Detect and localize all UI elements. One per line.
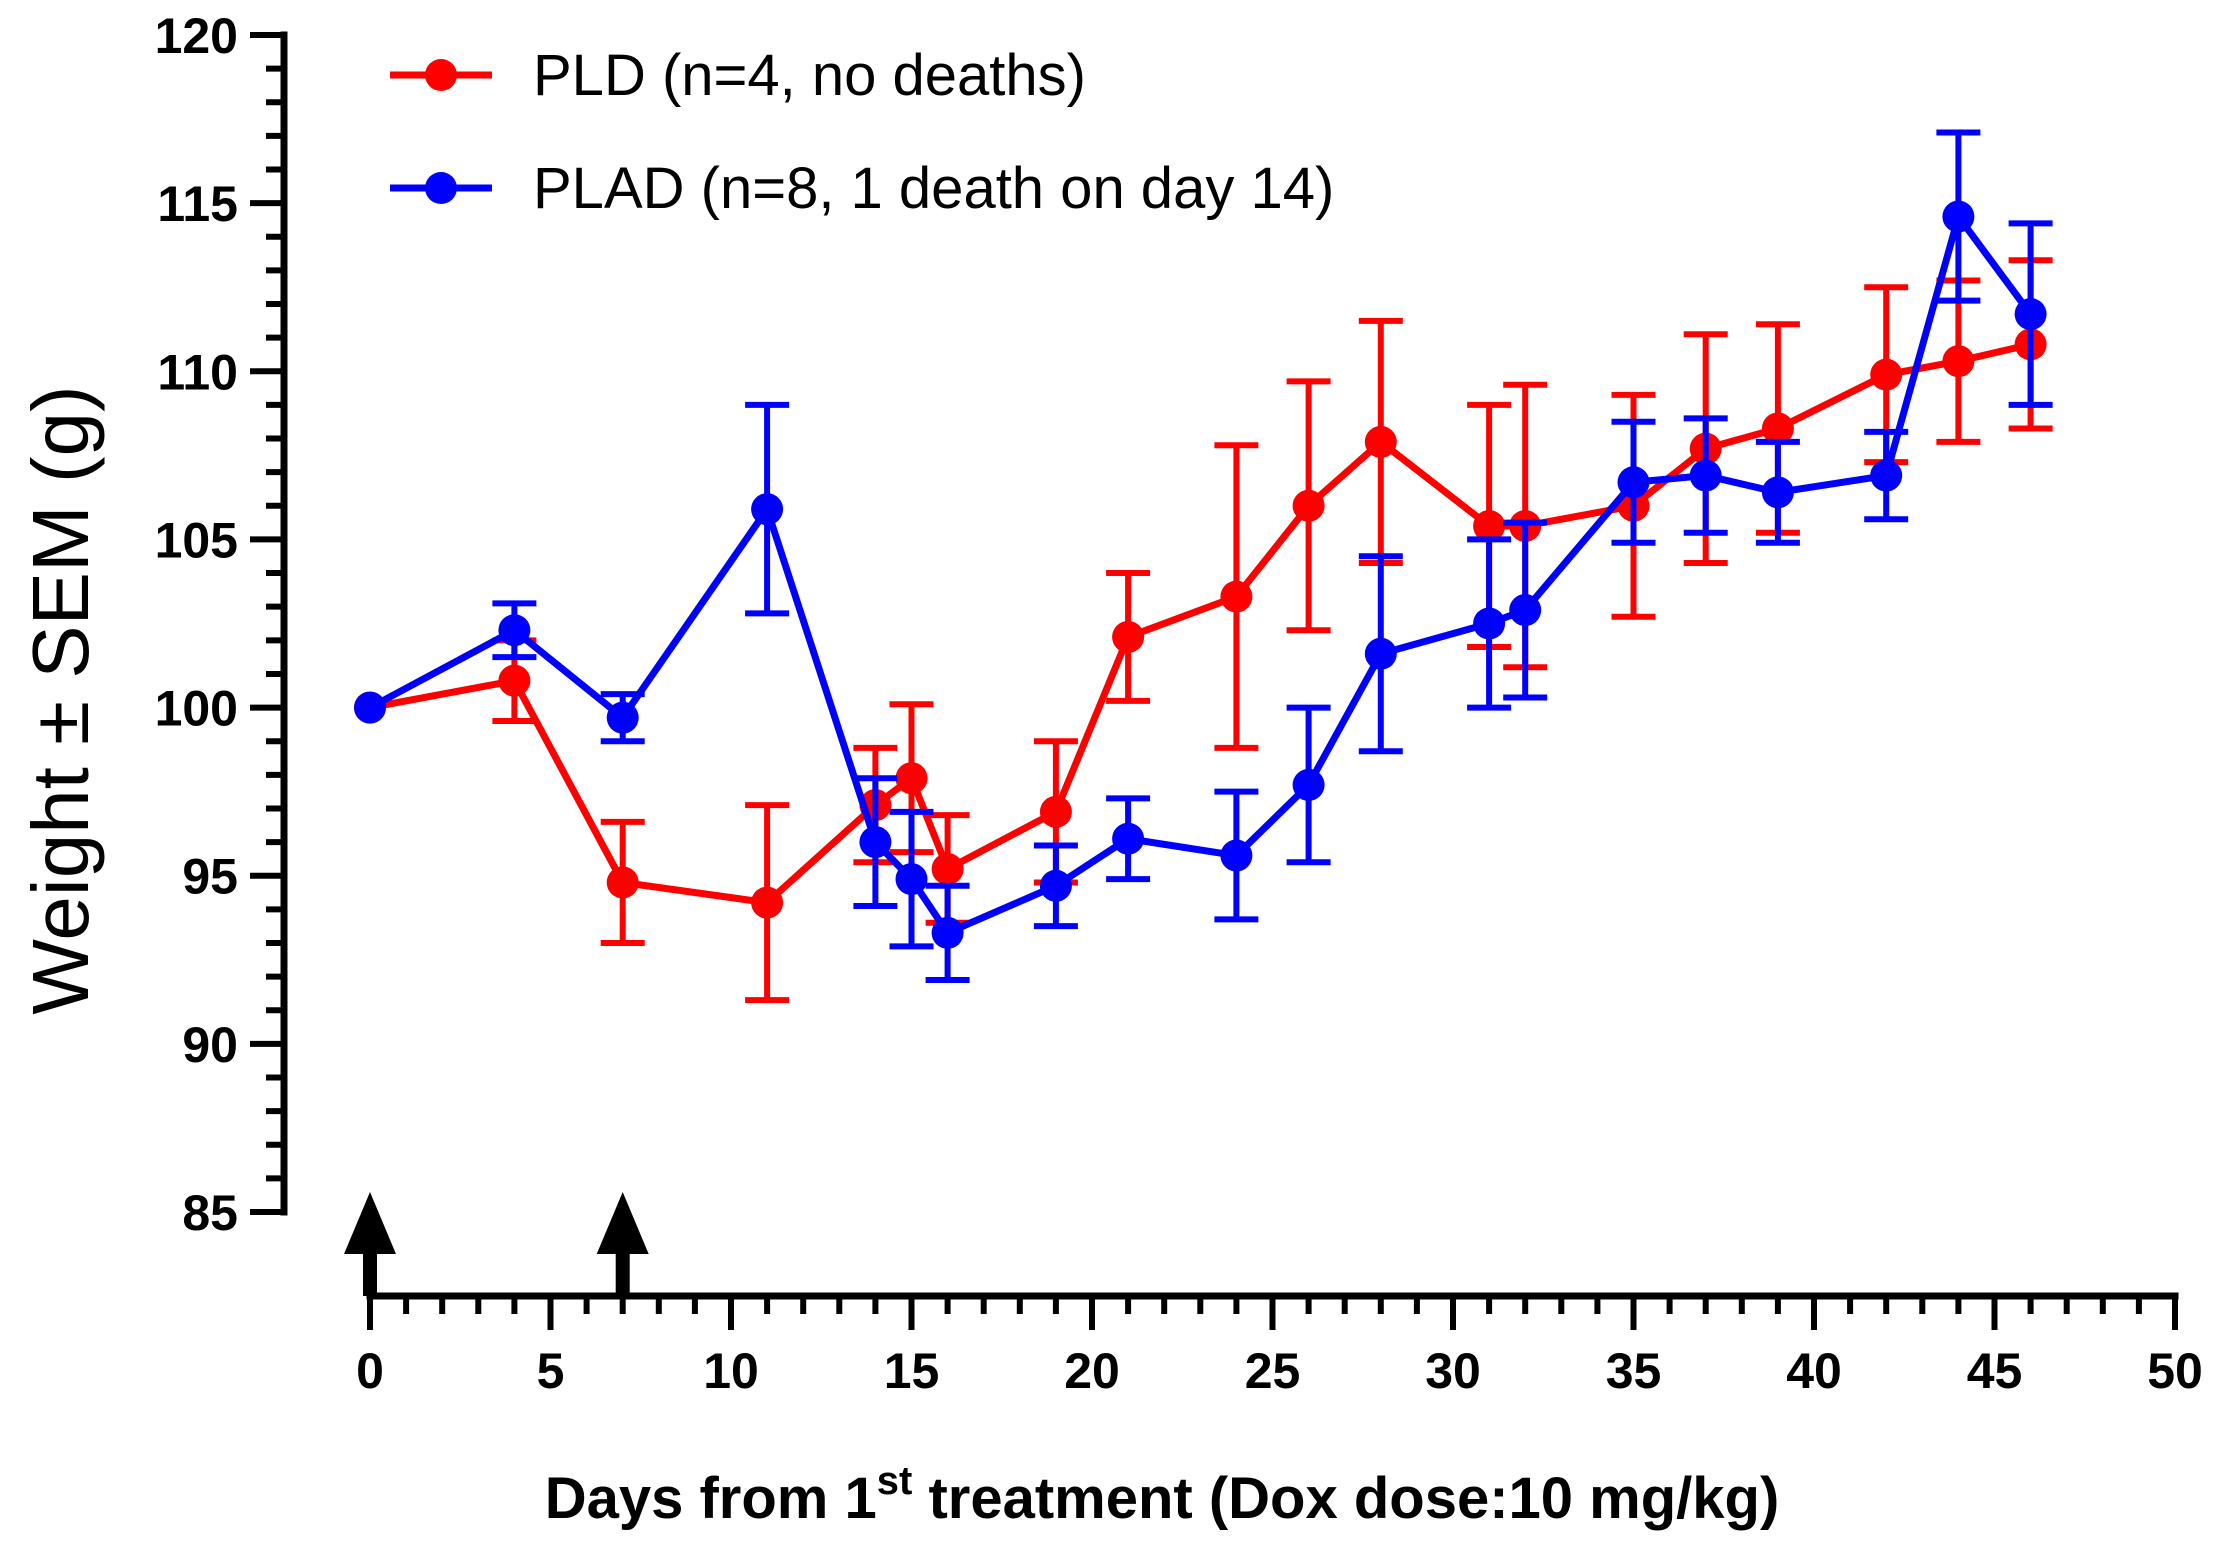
x-axis-title: Days from 1st treatment (Dox dose:10 mg/… bbox=[545, 1459, 1780, 1531]
data-point bbox=[606, 701, 639, 734]
series-plad bbox=[354, 129, 2053, 983]
legend-label: PLD (n=4, no deaths) bbox=[533, 43, 1086, 108]
data-point bbox=[2014, 298, 2047, 331]
x-axis-title-suffix: treatment (Dox dose:10 mg/kg) bbox=[912, 1466, 1779, 1531]
data-point bbox=[1473, 607, 1506, 640]
data-point bbox=[931, 852, 964, 885]
legend-marker bbox=[425, 59, 457, 91]
y-tick-label: 85 bbox=[182, 1185, 238, 1241]
x-tick-label: 30 bbox=[1425, 1343, 1481, 1399]
y-tick-label: 90 bbox=[182, 1017, 238, 1073]
data-point bbox=[1617, 466, 1650, 499]
x-axis-title-superscript: st bbox=[877, 1459, 913, 1503]
treatment-arrows bbox=[344, 1192, 649, 1296]
data-point bbox=[498, 664, 531, 697]
x-axis: 0 5 10 15 20 25 30 35 40 45 50 bbox=[356, 1292, 2203, 1399]
legend-marker bbox=[425, 172, 457, 204]
x-tick-label: 25 bbox=[1245, 1343, 1301, 1399]
data-point bbox=[1689, 459, 1722, 492]
legend-label: PLAD (n=8, 1 death on day 14) bbox=[533, 156, 1334, 221]
data-point bbox=[1112, 620, 1145, 653]
x-tick-label: 20 bbox=[1064, 1343, 1120, 1399]
legend: PLD (n=4, no deaths) PLAD (n=8, 1 death o… bbox=[390, 43, 1334, 221]
data-point bbox=[895, 762, 928, 795]
x-tick-label: 50 bbox=[2147, 1343, 2203, 1399]
y-tick-label: 95 bbox=[182, 849, 238, 905]
series-layer bbox=[354, 129, 2053, 1004]
data-point bbox=[931, 916, 964, 949]
data-point bbox=[1292, 768, 1325, 801]
x-tick-label: 5 bbox=[537, 1343, 565, 1399]
data-point bbox=[1112, 822, 1145, 855]
data-point bbox=[1942, 200, 1975, 233]
data-point bbox=[1473, 509, 1506, 542]
data-point bbox=[1870, 358, 1903, 391]
y-axis-title: Weight ± SEM (g) bbox=[16, 385, 105, 1014]
x-tick-label: 15 bbox=[884, 1343, 940, 1399]
data-point bbox=[1509, 594, 1542, 627]
data-point bbox=[1039, 869, 1072, 902]
y-axis: 85 90 95 100 105 110 115 120 bbox=[155, 8, 288, 1241]
y-tick-label: 110 bbox=[157, 344, 238, 400]
x-tick-label: 35 bbox=[1606, 1343, 1662, 1399]
data-point bbox=[1220, 580, 1253, 613]
data-point bbox=[751, 493, 784, 526]
data-point bbox=[1870, 459, 1903, 492]
x-axis-title-prefix: Days from 1 bbox=[545, 1466, 877, 1531]
x-tick-label: 10 bbox=[703, 1343, 759, 1399]
data-point bbox=[498, 614, 531, 647]
data-point bbox=[606, 866, 639, 899]
y-tick-label: 115 bbox=[157, 176, 238, 232]
y-tick-label: 105 bbox=[155, 512, 238, 568]
data-point bbox=[354, 691, 386, 724]
data-point bbox=[1292, 489, 1325, 522]
series-pld bbox=[354, 257, 2053, 1004]
x-tick-label: 45 bbox=[1967, 1343, 2023, 1399]
y-tick-label: 100 bbox=[155, 681, 238, 737]
data-point bbox=[859, 826, 892, 859]
data-point bbox=[895, 863, 928, 896]
data-point bbox=[1942, 345, 1975, 378]
data-point bbox=[1761, 476, 1794, 509]
data-point bbox=[1364, 637, 1397, 670]
data-point bbox=[1039, 795, 1072, 828]
x-tick-label: 0 bbox=[356, 1343, 384, 1399]
data-point bbox=[1364, 425, 1397, 458]
data-point bbox=[1220, 839, 1253, 872]
x-tick-label: 40 bbox=[1786, 1343, 1842, 1399]
y-tick-label: 120 bbox=[155, 8, 238, 64]
treatment-arrow-head bbox=[596, 1192, 649, 1254]
treatment-arrow-head bbox=[344, 1192, 396, 1254]
data-point bbox=[1761, 412, 1794, 445]
data-point bbox=[751, 886, 784, 919]
